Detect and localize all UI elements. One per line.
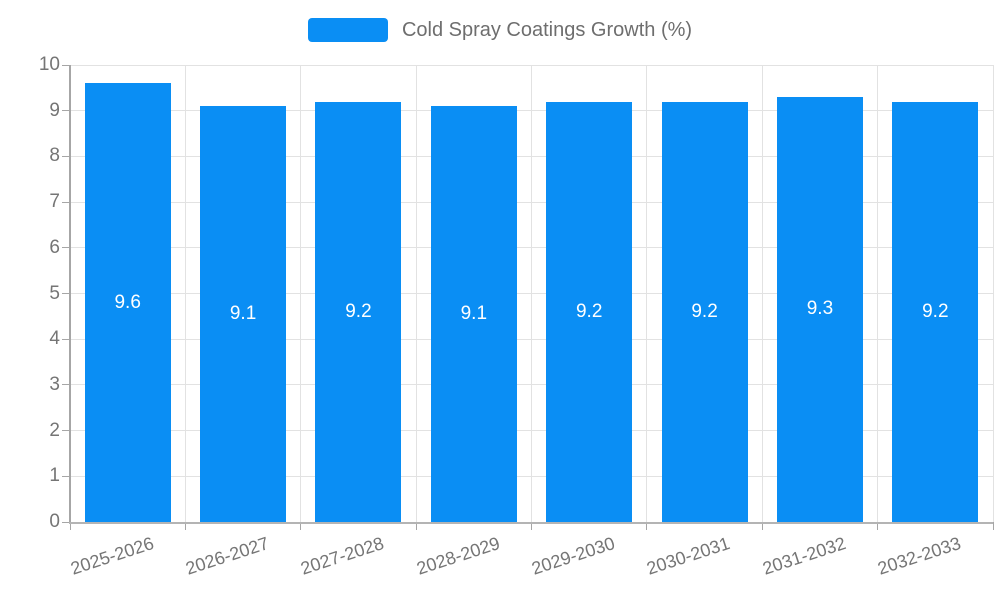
x-tick-label: 2029-2030: [529, 533, 618, 579]
gridline-vertical: [992, 65, 994, 522]
bar[interactable]: 9.2: [661, 101, 748, 522]
bar[interactable]: 9.2: [546, 101, 633, 522]
y-tick-label: 10: [38, 54, 60, 75]
bar[interactable]: 9.1: [200, 106, 287, 522]
bar-value-label: 9.6: [114, 291, 141, 313]
gridline-vertical: [877, 65, 879, 522]
y-tick-label: 3: [49, 373, 60, 395]
y-tick-label: 9: [49, 99, 60, 121]
x-axis-tick: [69, 522, 71, 530]
x-axis-tick: [531, 522, 532, 530]
bar-value-label: 9.2: [691, 300, 718, 322]
x-axis-tick: [415, 522, 417, 530]
y-axis-tick: [62, 338, 70, 340]
bar-value-label: 9.1: [229, 303, 257, 325]
x-axis-tick: [300, 522, 302, 530]
bar-value-label: 9.2: [922, 300, 949, 322]
x-axis-line: [69, 522, 993, 524]
gridline-vertical: [761, 65, 763, 522]
legend-label: Cold Spray Coatings Growth (%): [401, 18, 693, 41]
legend-swatch: [307, 18, 388, 42]
x-tick-label: 2025-2026: [67, 533, 156, 579]
y-tick-label: 4: [49, 328, 60, 350]
y-axis-tick: [62, 475, 70, 477]
y-tick-label: 1: [49, 465, 60, 487]
y-tick-label: 7: [49, 191, 60, 213]
x-tick-label: 2028-2029: [413, 533, 502, 579]
bar[interactable]: 9.2: [315, 101, 402, 522]
y-axis-tick: [62, 201, 70, 203]
y-axis-tick: [62, 293, 70, 294]
y-axis-tick: [62, 384, 70, 386]
bar-value-label: 9.2: [345, 300, 372, 322]
bar[interactable]: 9.3: [776, 96, 863, 522]
legend-item[interactable]: Cold Spray Coatings Growth (%): [0, 18, 1000, 42]
bar[interactable]: 9.6: [84, 83, 171, 522]
bar-value-label: 9.3: [806, 298, 834, 320]
bar-value-label: 9.1: [460, 303, 488, 325]
y-tick-label: 8: [49, 145, 60, 167]
bar[interactable]: 9.1: [430, 106, 517, 522]
x-axis-tick: [761, 522, 763, 530]
gridline-vertical: [300, 65, 302, 522]
y-tick-label: 0: [49, 511, 60, 532]
y-axis-tick: [62, 64, 70, 66]
x-tick-label: 2026-2027: [183, 533, 272, 579]
x-tick-label: 2031-2032: [760, 533, 849, 579]
y-axis-line: [69, 65, 71, 522]
y-axis-tick: [62, 155, 70, 157]
x-tick-label: 2032-2033: [875, 533, 964, 579]
x-axis-tick: [184, 522, 186, 530]
x-tick-label: 2027-2028: [298, 533, 387, 579]
gridline-vertical: [415, 65, 417, 522]
bar-value-label: 9.2: [575, 300, 603, 322]
x-axis-tick: [877, 522, 879, 530]
y-tick-label: 2: [49, 419, 60, 441]
x-axis-tick: [646, 522, 648, 530]
y-tick-label: 6: [49, 236, 60, 258]
gridline-vertical: [531, 65, 532, 522]
bar[interactable]: 9.2: [892, 101, 979, 522]
x-axis-tick: [992, 522, 994, 530]
gridline-vertical: [646, 65, 648, 522]
x-tick-label: 2030-2031: [644, 533, 733, 579]
y-tick-label: 5: [49, 282, 60, 304]
y-axis-tick: [62, 247, 70, 249]
gridline-vertical: [184, 65, 186, 522]
y-axis-tick: [62, 521, 70, 523]
y-axis-tick: [62, 430, 70, 432]
y-axis-tick: [62, 110, 70, 112]
